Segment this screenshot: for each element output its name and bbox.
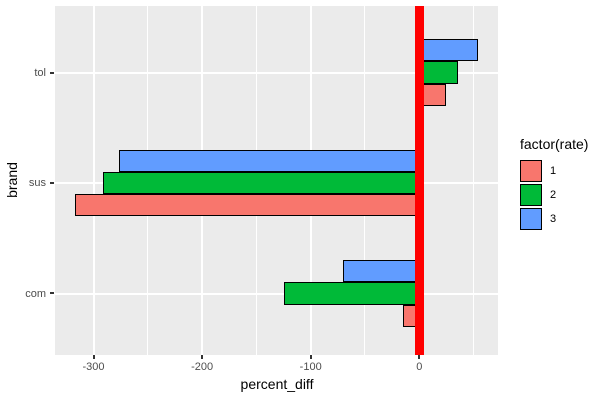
x-tick-label: -200 (191, 361, 214, 373)
legend-entries: 1 2 3 (520, 160, 588, 230)
legend-entry-label: 1 (550, 165, 557, 177)
x-tick-mark (92, 355, 95, 359)
bar-com-rate-3 (343, 260, 420, 283)
major-gridline (55, 292, 498, 295)
bar-sus-rate-2 (103, 171, 420, 195)
legend-entry-rate-2: 2 (520, 184, 588, 206)
y-axis-title: brand (4, 162, 20, 198)
x-axis-title: percent_diff (240, 376, 314, 392)
legend-entry-label: 3 (550, 213, 557, 225)
zero-reference-line (414, 6, 424, 355)
legend-entry-rate-1: 1 (520, 160, 588, 182)
bar-tol-rate-3 (419, 39, 478, 62)
x-tick-label: -100 (299, 361, 322, 373)
x-tick-mark (201, 355, 204, 359)
x-tick-mark (309, 355, 312, 359)
bar-sus-rate-3 (118, 149, 420, 172)
x-tick-label: 0 (416, 361, 423, 373)
x-tick-mark (418, 355, 421, 359)
legend-title: factor(rate) (520, 136, 589, 152)
y-tick-label-sus: sus (28, 177, 46, 189)
y-tick-mark (50, 292, 54, 294)
bar-com-rate-2 (283, 282, 420, 305)
bar-sus-rate-1 (75, 194, 420, 217)
major-gridline (92, 6, 95, 355)
y-tick-mark (50, 72, 54, 74)
x-tick-label: -300 (82, 361, 105, 373)
plot-panel (55, 6, 498, 355)
bar-tol-rate-2 (419, 61, 459, 84)
y-tick-mark (50, 182, 54, 184)
legend-entry-rate-3: 3 (520, 208, 588, 230)
y-tick-label-tol: tol (34, 67, 46, 79)
major-gridline (55, 71, 498, 74)
y-tick-label-com: com (25, 288, 46, 300)
minor-gridline (473, 6, 475, 355)
legend-swatch-icon (520, 184, 542, 206)
legend-swatch-icon (520, 208, 542, 230)
legend-swatch-icon (520, 160, 542, 182)
legend-entry-label: 2 (550, 189, 557, 201)
legend: factor(rate) 1 2 3 (520, 136, 588, 230)
